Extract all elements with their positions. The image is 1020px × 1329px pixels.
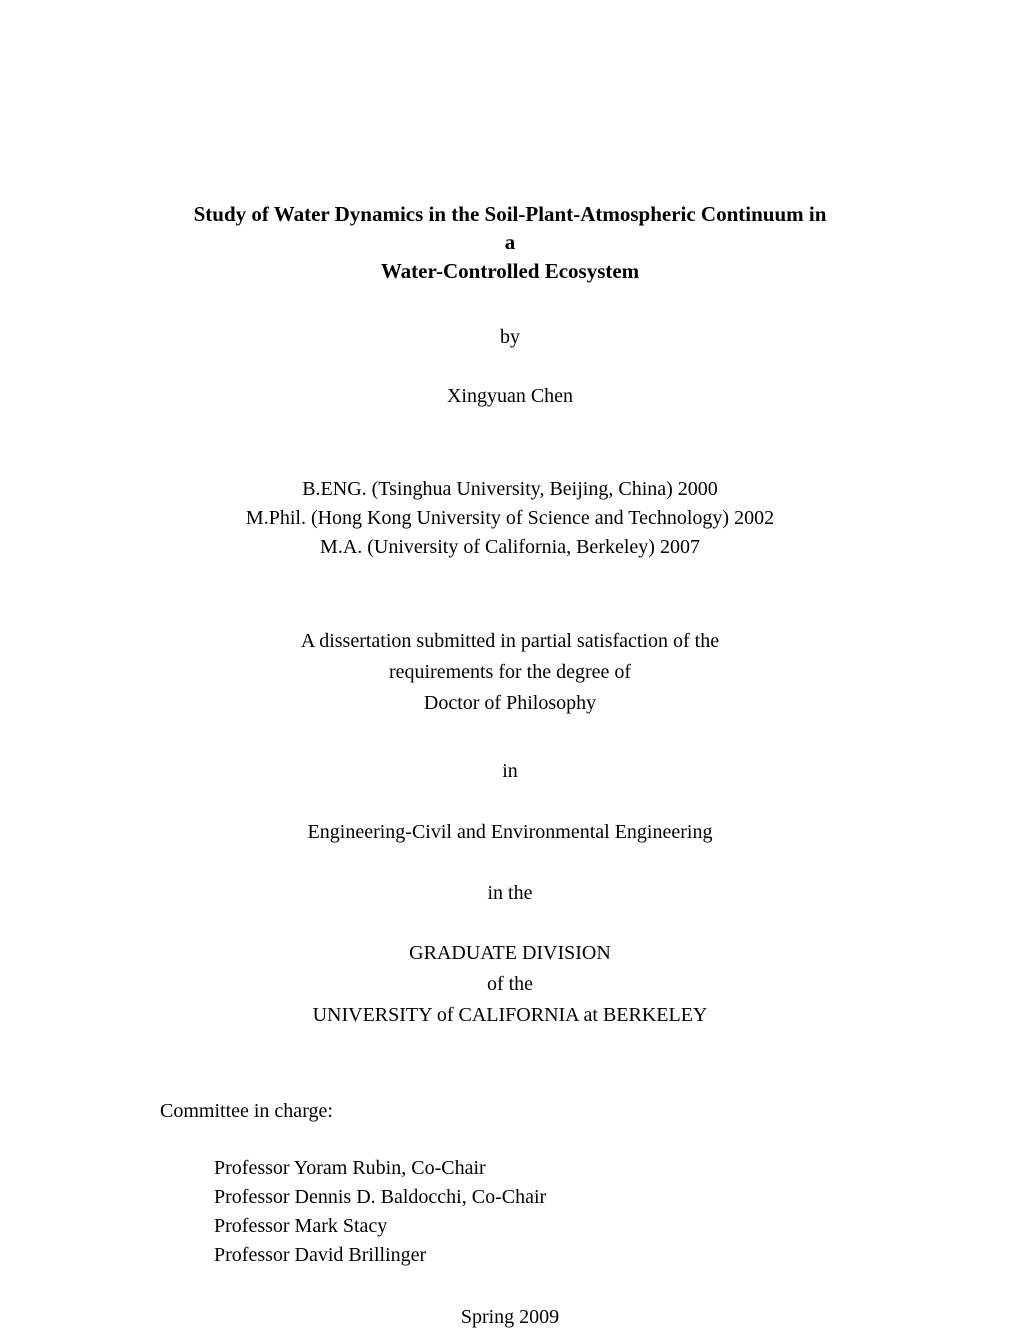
title-page: Study of Water Dynamics in the Soil-Plan… xyxy=(0,0,1020,1320)
term-date: Spring 2009 xyxy=(160,1306,860,1329)
dissertation-line-3: Doctor of Philosophy xyxy=(160,688,860,719)
committee-members-list: Professor Yoram Rubin, Co-Chair Professo… xyxy=(160,1154,860,1270)
dissertation-line-1: A dissertation submitted in partial sati… xyxy=(160,626,860,657)
committee-member: Professor Yoram Rubin, Co-Chair xyxy=(214,1154,860,1183)
title-line-1: Study of Water Dynamics in the Soil-Plan… xyxy=(190,200,830,257)
title-line-2: Water-Controlled Ecosystem xyxy=(190,257,830,285)
in-the-label: in the xyxy=(160,879,860,908)
prior-degree-3: M.A. (University of California, Berkeley… xyxy=(160,533,860,562)
committee-heading: Committee in charge: xyxy=(160,1097,860,1126)
by-label: by xyxy=(160,323,860,352)
author-name: Xingyuan Chen xyxy=(160,382,860,411)
graduate-division: GRADUATE DIVISION of the UNIVERSITY of C… xyxy=(160,938,860,1031)
dissertation-title: Study of Water Dynamics in the Soil-Plan… xyxy=(190,200,830,285)
division-line-2: of the xyxy=(160,969,860,1000)
committee-member: Professor Dennis D. Baldocchi, Co-Chair xyxy=(214,1183,860,1212)
committee-member: Professor David Brillinger xyxy=(214,1241,860,1270)
dissertation-statement: A dissertation submitted in partial sati… xyxy=(160,626,860,719)
dissertation-line-2: requirements for the degree of xyxy=(160,657,860,688)
division-line-3: UNIVERSITY of CALIFORNIA at BERKELEY xyxy=(160,1000,860,1031)
prior-degree-2: M.Phil. (Hong Kong University of Science… xyxy=(160,504,860,533)
division-line-1: GRADUATE DIVISION xyxy=(160,938,860,969)
committee-member: Professor Mark Stacy xyxy=(214,1212,860,1241)
prior-degree-1: B.ENG. (Tsinghua University, Beijing, Ch… xyxy=(160,475,860,504)
in-label: in xyxy=(160,757,860,786)
prior-degrees: B.ENG. (Tsinghua University, Beijing, Ch… xyxy=(160,475,860,562)
program-name: Engineering-Civil and Environmental Engi… xyxy=(160,818,860,847)
